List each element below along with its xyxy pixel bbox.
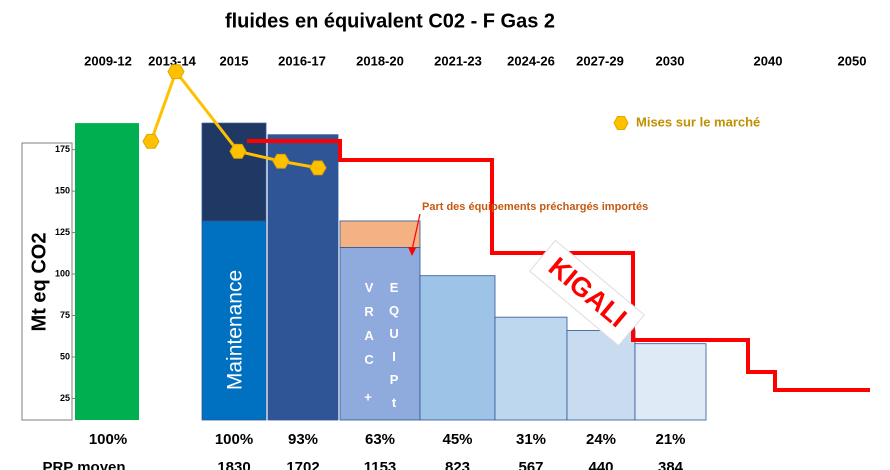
percent-label: 21% [655, 431, 685, 448]
period-label: 2018-20 [356, 53, 404, 68]
percent-label: 24% [586, 431, 616, 448]
y-axis-label: Mt eq CO2 [28, 233, 50, 332]
bar-segment [201, 122, 267, 222]
equipt-label: EQUIPt [387, 280, 402, 418]
y-tick-label: 50 [60, 351, 70, 361]
prp-value: 440 [588, 459, 613, 470]
percent-label: 100% [89, 431, 127, 448]
annotation-arrow [411, 213, 421, 251]
period-label: 2030 [656, 53, 685, 68]
vrac-label: VRAC [362, 280, 377, 376]
bar-segment [566, 330, 636, 421]
bar-segment [75, 123, 139, 420]
period-label: 2024-26 [507, 53, 555, 68]
market-marker [309, 160, 327, 176]
y-tick-label: 100 [55, 268, 70, 278]
prp-value: 384 [658, 459, 684, 470]
imported-annotation: Part des équipements préchargés importés [422, 201, 648, 213]
legend-marker [613, 116, 629, 130]
prp-value: 567 [518, 459, 543, 470]
percent-label: 93% [288, 431, 318, 448]
period-label: 2013-14 [148, 53, 196, 68]
y-tick-label: 125 [55, 227, 70, 237]
y-tick-label: 25 [60, 393, 70, 403]
market-marker [142, 133, 160, 149]
market-marker [229, 143, 247, 159]
percent-label: 45% [442, 431, 472, 448]
bar-segment [634, 343, 707, 421]
percent-label: 63% [365, 431, 395, 448]
period-label: 2009-12 [84, 53, 132, 68]
prp-value: 1830 [217, 459, 250, 470]
market-marker [272, 153, 290, 169]
maintenance-label: Maintenance [224, 270, 247, 390]
kigali-box [529, 239, 645, 347]
prp-value: 823 [445, 459, 470, 470]
prp-value: 1153 [364, 459, 397, 470]
period-label: 2040 [754, 53, 783, 68]
period-label: 2015 [220, 53, 249, 68]
kigali-line [247, 139, 870, 392]
period-label: 2021-23 [434, 53, 482, 68]
bar-segment [339, 247, 421, 421]
bar-segment [419, 275, 496, 421]
y-tick-label: 150 [55, 185, 70, 195]
y-tick-label: 175 [55, 144, 70, 154]
period-label: 2050 [838, 53, 867, 68]
legend-label: Mises sur le marché [636, 114, 760, 129]
bar-segment [494, 316, 568, 421]
plus-label: + [364, 389, 372, 404]
period-label: 2016-17 [278, 53, 326, 68]
prp-label: PRP moyen [42, 459, 125, 470]
market-marker [167, 64, 185, 80]
chart-title: fluides en équivalent C02 - F Gas 2 [225, 10, 555, 32]
prp-value: 1702 [286, 459, 319, 470]
bar-segment [339, 220, 421, 248]
y-tick-label: 75 [60, 310, 70, 320]
arrow-head [408, 247, 416, 256]
percent-label: 100% [215, 431, 253, 448]
y-axis-box [21, 142, 73, 421]
percent-label: 31% [516, 431, 546, 448]
bar-segment [267, 134, 339, 421]
period-label: 2027-29 [576, 53, 624, 68]
